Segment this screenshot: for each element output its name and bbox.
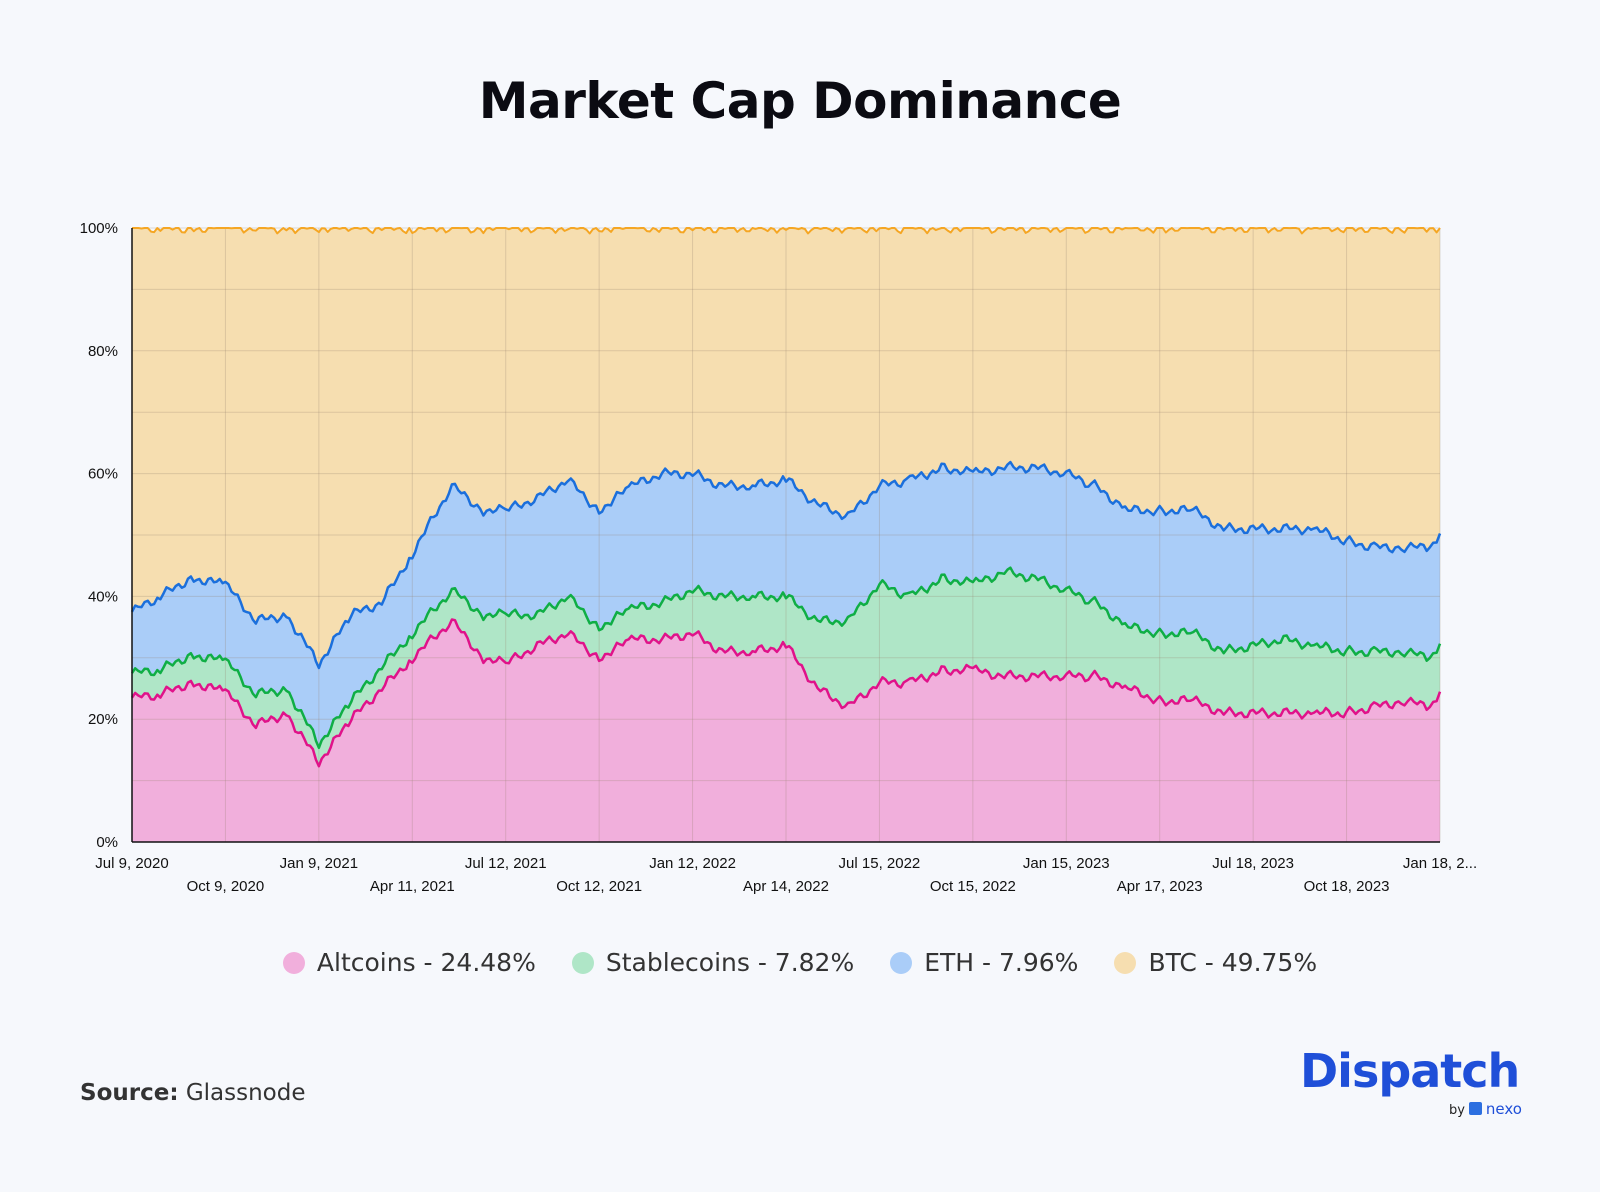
y-tick-label: 40% [88,588,118,605]
x-tick-label: Jan 18, 2... [1403,855,1477,872]
x-tick-label: Oct 18, 2023 [1304,878,1390,895]
gridlines [131,227,1441,842]
legend-swatch [282,951,305,974]
x-tick-label: Jan 12, 2022 [649,855,736,872]
legend-label: BTC - 49.75% [1148,948,1318,977]
source-note: Source: Glassnode [80,1080,306,1106]
chart-title: Market Cap Dominance [478,72,1122,130]
legend: Altcoins - 24.48% Stablecoins - 7.82% ETH … [0,948,1600,977]
line-eth [130,460,1442,670]
x-tick-label: Jan 15, 2023 [1023,855,1110,872]
logo-brand: nexo [1485,1100,1522,1118]
x-tick-label: Oct 12, 2021 [556,878,642,895]
x-tick-label: Apr 17, 2023 [1117,878,1203,895]
y-tick-label: 100% [80,220,118,237]
area-altcoins [132,619,1440,842]
x-tick-label: Jul 18, 2023 [1212,855,1294,872]
source-label: Source: [80,1080,179,1106]
legend-label: Altcoins - 24.48% [316,948,536,977]
y-tick-label: 20% [88,711,118,728]
x-tick-label: Jul 15, 2022 [839,855,921,872]
nexo-icon [1468,1102,1482,1115]
source-value: Glassnode [185,1080,306,1106]
x-tick-label: Jan 9, 2021 [280,855,358,872]
legend-swatch [1114,951,1137,974]
x-tick-label: Jul 12, 2021 [465,855,547,872]
area-stablecoins [132,567,1440,767]
areas-layer [132,228,1440,842]
legend-item-eth: ETH - 7.96% [890,948,1078,977]
legend-label: ETH - 7.96% [924,948,1079,977]
y-tick-label: 80% [88,343,118,360]
logo-byline: by nexo [1449,1100,1522,1118]
legend-swatch [890,951,913,974]
logo-word: Dispatch [1300,1044,1520,1098]
x-tick-label: Oct 9, 2020 [187,878,265,895]
y-tick-label: 60% [88,466,118,483]
logo-by: by [1448,1103,1465,1118]
stacked-area-chart: 0% 20% 40% 60% 80% 100% Jul 9, 2020 Oct 9, 2020… [80,220,1477,895]
axes: 0% 20% 40% 60% 80% 100% Jul 9, 2020 Oct 9, 2020… [80,220,1477,895]
area-eth [132,462,1440,748]
legend-item-btc: BTC - 49.75% [1114,948,1317,977]
x-tick-label: Apr 14, 2022 [743,878,829,895]
legend-item-altcoins: Altcoins - 24.48% [282,948,536,977]
legend-item-stablecoins: Stablecoins - 7.82% [571,948,855,977]
x-tick-label: Oct 15, 2022 [930,878,1016,895]
lines-layer [130,227,1442,768]
dispatch-logo: Dispatch by nexo [1300,1044,1522,1118]
area-btc [132,228,1440,668]
x-tick-label: Apr 11, 2021 [370,878,455,895]
line-altcoins [130,618,1442,768]
line-stablecoins [130,566,1442,750]
y-tick-label: 0% [96,834,118,851]
x-tick-label: Jul 9, 2020 [95,855,168,872]
legend-label: Stablecoins - 7.82% [605,948,855,977]
legend-swatch [571,951,594,974]
line-btc [132,227,1441,235]
